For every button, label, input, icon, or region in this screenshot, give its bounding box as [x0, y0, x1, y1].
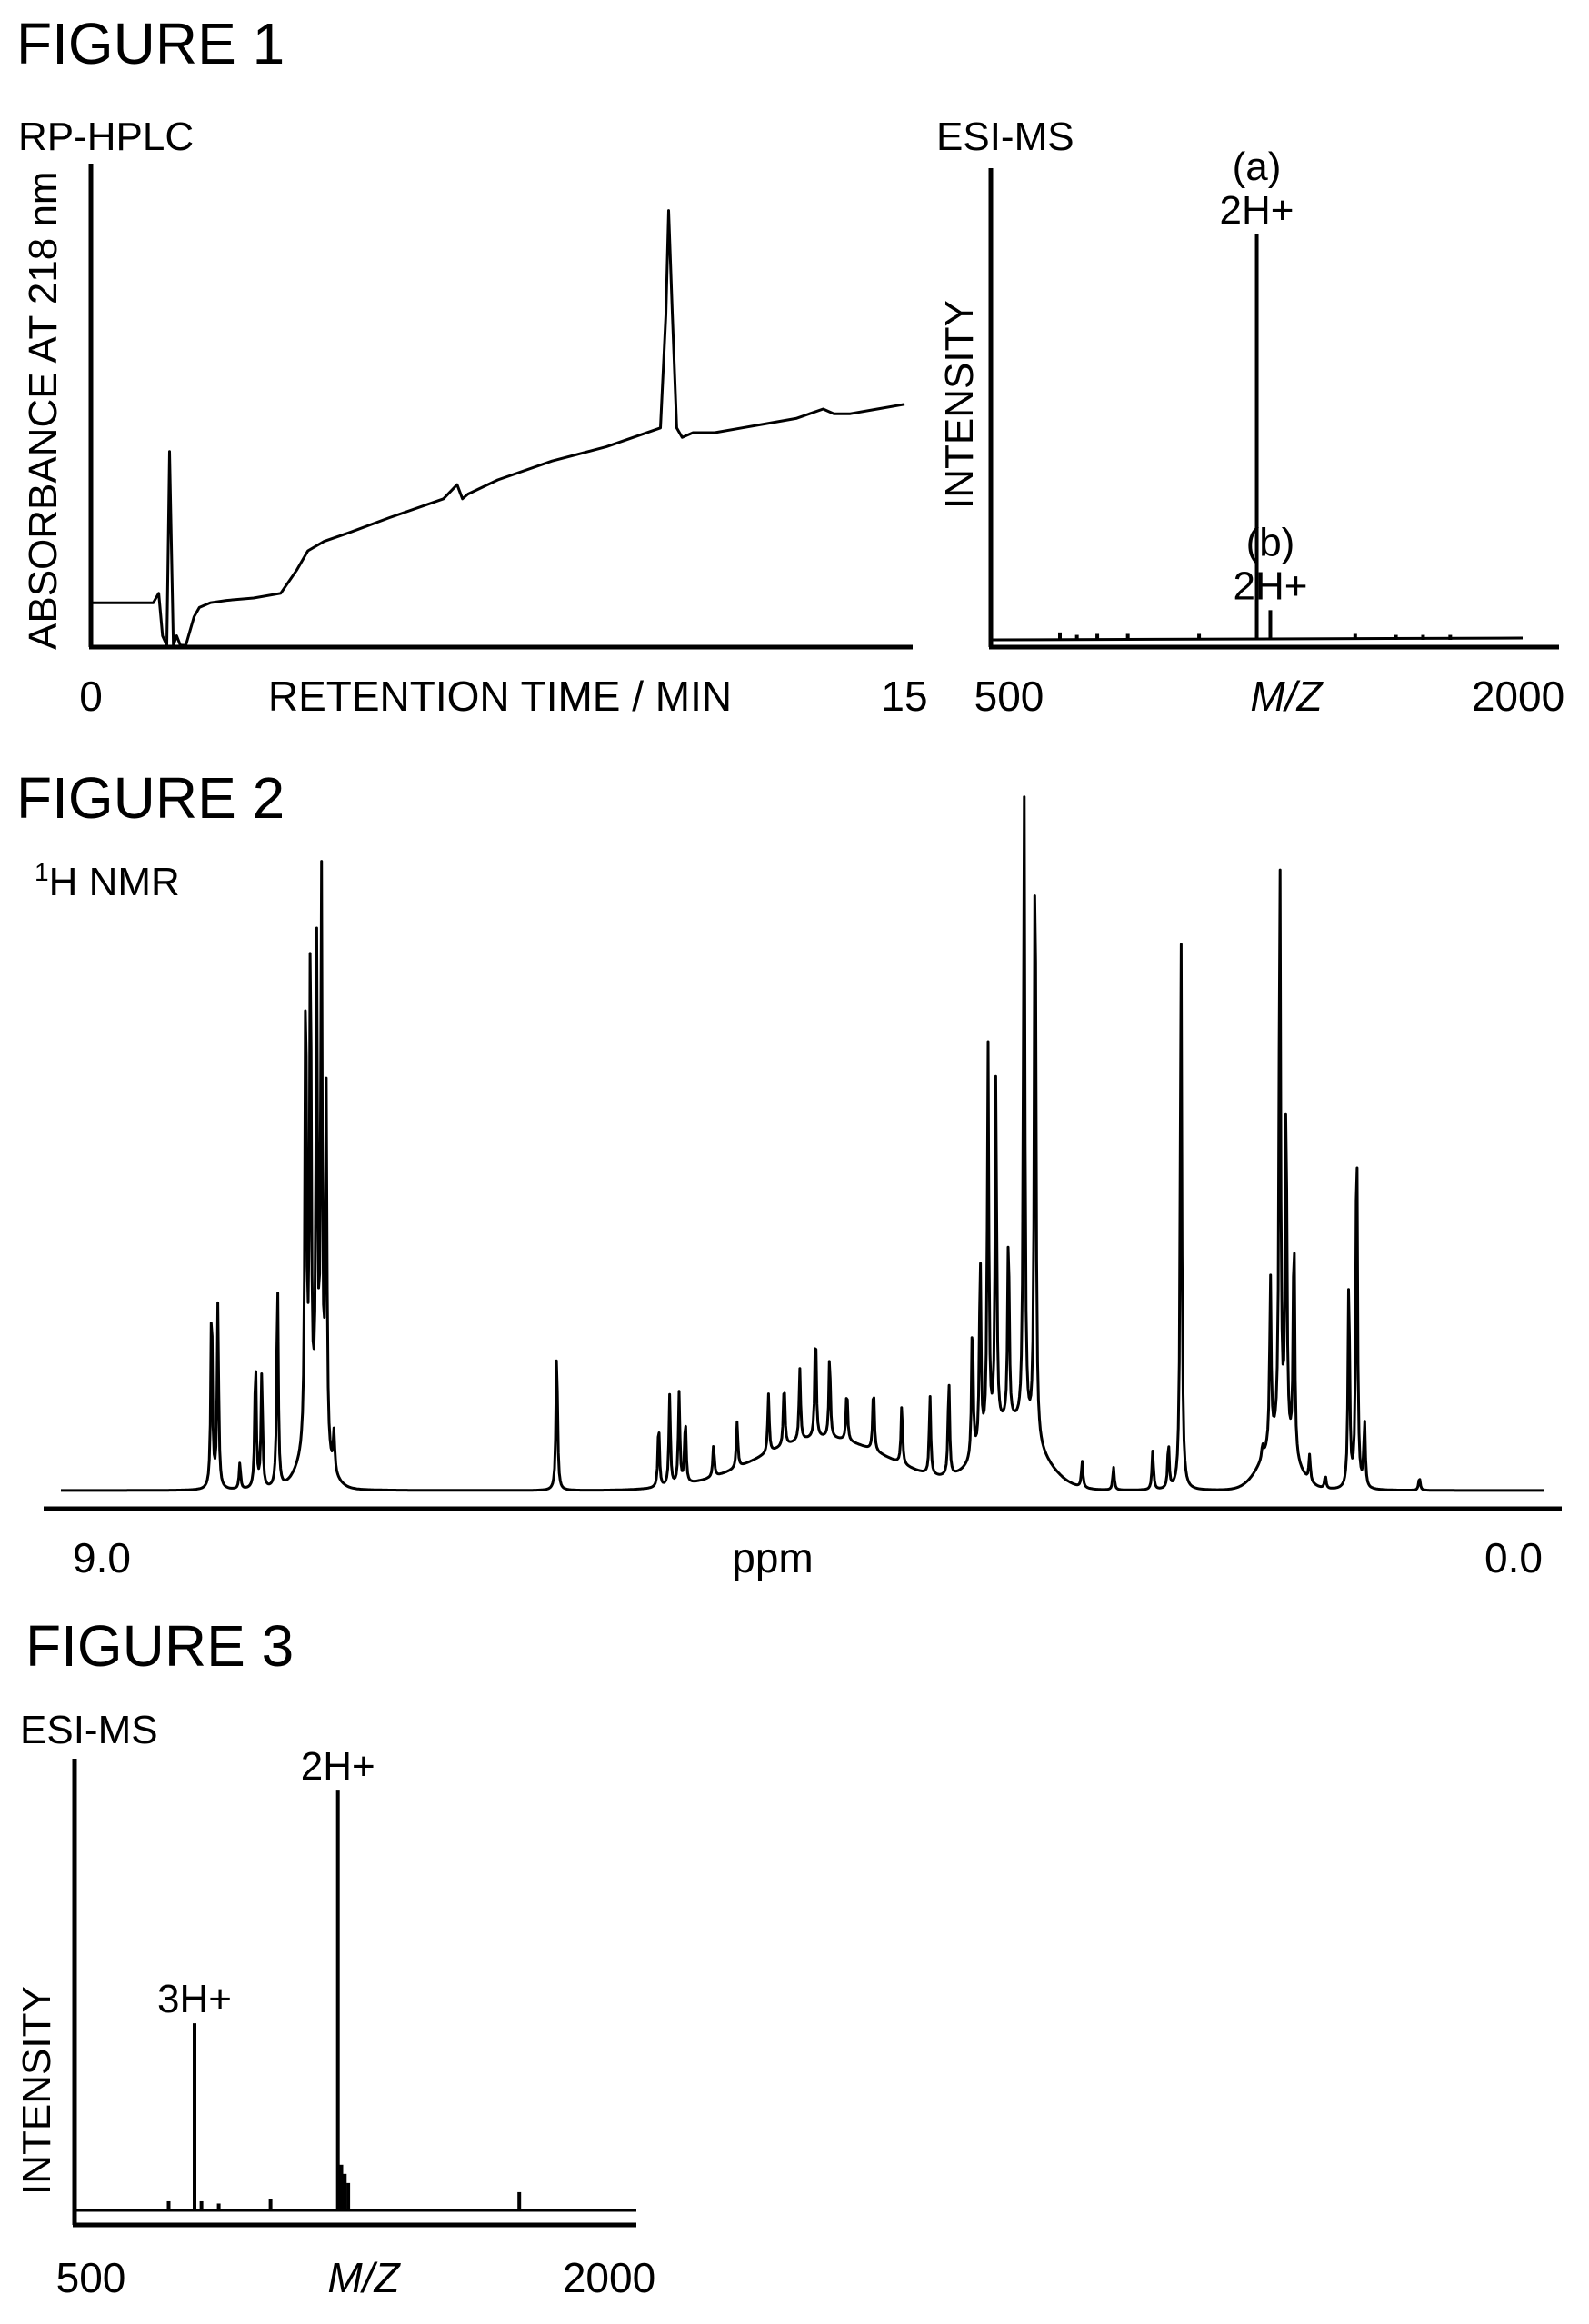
nmr-x-tick-max: 9.0 — [73, 1534, 131, 1581]
esi-ms-1-x-tick-min: 500 — [974, 673, 1044, 720]
esi-ms-1-y-axis-label: INTENSITY — [937, 300, 982, 509]
hplc-x-tick-max: 15 — [881, 673, 927, 720]
nmr-x-tick-min: 0.0 — [1484, 1534, 1543, 1581]
esi-ms-1-peak-label: 2H+ — [1233, 564, 1307, 608]
esi-ms-3-peak-label: 2H+ — [301, 1744, 375, 1789]
esi-ms-1-x-axis-label: M/Z — [1250, 673, 1324, 720]
hplc-x-axis-label: RETENTION TIME / MIN — [268, 673, 732, 720]
esi-ms-1-chart: ESI-MS INTENSITY 500 2000 M/Z 2H+(a)2H+(… — [936, 115, 1564, 720]
esi-ms-1-peak-tag: (b) — [1246, 520, 1295, 564]
esi-ms-3-x-tick-max: 2000 — [563, 2254, 655, 2301]
esi-ms-3-chart: ESI-MS INTENSITY 500 2000 M/Z 3H+ 2H+ — [15, 1708, 655, 2301]
figure-1-title: FIGURE 1 — [16, 11, 285, 76]
nmr-spectrum-trace — [60, 795, 1545, 1492]
hplc-subtitle: RP-HPLC — [18, 115, 194, 159]
esi-ms-3-y-axis-label: INTENSITY — [15, 1986, 59, 2195]
hplc-trace — [91, 209, 905, 647]
hplc-chart: RP-HPLC ABSORBANCE AT 218 nm 0 15 RETENT… — [18, 115, 928, 720]
nmr-subtitle: 1H NMR — [35, 858, 180, 904]
esi-ms-1-x-tick-max: 2000 — [1472, 673, 1564, 720]
esi-ms-1-peak-tag: (a) — [1233, 145, 1282, 189]
nmr-chart: 1H NMR 9.0 0.0 ppm — [35, 795, 1562, 1581]
figure-3-title: FIGURE 3 — [25, 1613, 294, 1679]
esi-ms-3-subtitle: ESI-MS — [20, 1708, 158, 1752]
esi-ms-3-x-axis-label: M/Z — [327, 2254, 401, 2301]
esi-ms-1-subtitle: ESI-MS — [936, 115, 1074, 159]
hplc-x-tick-min: 0 — [79, 673, 103, 720]
nmr-x-axis-label: ppm — [732, 1534, 813, 1581]
hplc-y-axis-label: ABSORBANCE AT 218 nm — [21, 171, 65, 650]
nmr-subtitle-superscript: 1 — [35, 858, 49, 886]
esi-ms-1-peak-label: 2H+ — [1220, 188, 1294, 233]
figure-2-title: FIGURE 2 — [16, 765, 285, 831]
esi-ms-3-x-tick-min: 500 — [56, 2254, 126, 2301]
nmr-subtitle-text: H NMR — [49, 860, 180, 904]
esi-ms-3-peak-label: 3H+ — [157, 1977, 232, 2021]
